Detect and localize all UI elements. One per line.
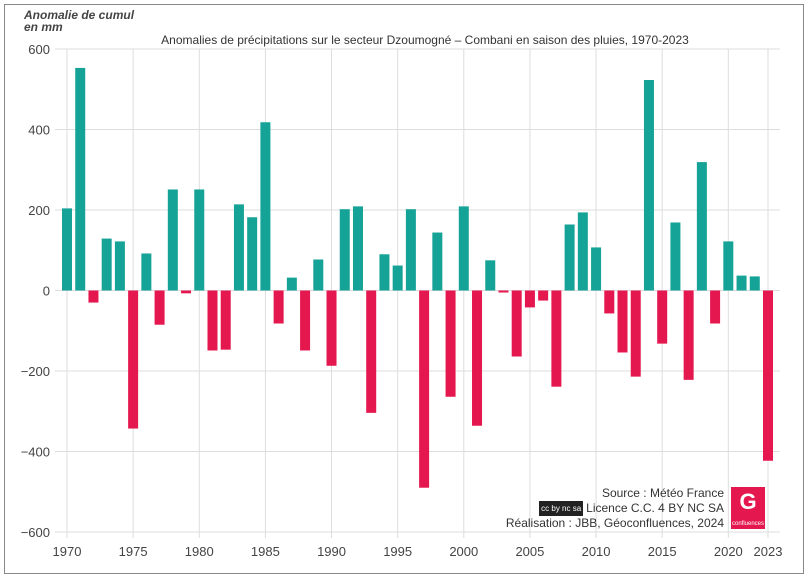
y-tick-label: 0 [43, 284, 50, 299]
bar-2013 [630, 290, 641, 377]
bar-1980 [194, 189, 205, 291]
x-tick-label: 2010 [582, 544, 611, 559]
bar-2002 [485, 260, 496, 291]
x-tick-label: 1970 [53, 544, 82, 559]
bar-1976 [141, 253, 152, 291]
bar-2003 [498, 290, 509, 293]
bar-2001 [472, 290, 483, 426]
bar-1971 [75, 67, 86, 291]
realisation-text: Réalisation : JBB, Géoconfluences, 2024 [505, 516, 724, 531]
y-tick-label: −400 [21, 445, 50, 460]
bar-1981 [207, 290, 218, 351]
bar-1992 [352, 206, 363, 291]
bar-2015 [657, 290, 668, 344]
bar-1991 [339, 209, 350, 291]
x-tick-label: 1975 [119, 544, 148, 559]
bar-1994 [379, 254, 390, 291]
bar-1985 [260, 122, 271, 291]
bar-2009 [577, 212, 588, 291]
bar-1973 [101, 238, 112, 291]
bar-2008 [564, 224, 575, 291]
chart-title: Anomalies de précipitations sur le secte… [161, 33, 689, 47]
bar-1990 [326, 290, 337, 366]
bar-1979 [181, 290, 192, 294]
bar-2010 [591, 247, 602, 291]
bar-1989 [313, 259, 324, 291]
x-tick-label: 1990 [317, 544, 346, 559]
bar-2005 [524, 290, 535, 308]
bar-1982 [220, 290, 231, 350]
bar-2023 [763, 290, 773, 461]
bar-2017 [683, 290, 694, 380]
y-tick-label: 600 [28, 42, 50, 57]
cc-license-icon: cc by nc sa [539, 501, 584, 517]
credits: Source : Météo France cc by nc sa Licence… [506, 486, 724, 531]
bar-1972 [88, 290, 99, 303]
bar-1984 [247, 217, 258, 291]
x-tick-label: 1980 [185, 544, 214, 559]
x-tick-label: 2000 [449, 544, 478, 559]
bar-2021 [736, 275, 747, 291]
bar-2007 [551, 290, 562, 387]
bar-2022 [749, 276, 760, 291]
bar-1999 [445, 290, 456, 397]
bar-1995 [392, 265, 403, 291]
bar-1977 [154, 290, 165, 325]
bar-2014 [643, 79, 654, 291]
bar-2004 [511, 290, 522, 357]
bar-1986 [273, 290, 284, 324]
x-tick-label: 2005 [515, 544, 544, 559]
x-tick-label: 2023 [754, 544, 783, 559]
bar-1988 [300, 290, 311, 351]
bar-2018 [696, 162, 707, 291]
y-axis-label-line1: Anomalie de cumul [24, 8, 135, 22]
bar-1997 [419, 290, 430, 488]
bar-2016 [670, 222, 681, 291]
y-axis-label-line2: en mm [24, 20, 63, 34]
x-tick-label: 2020 [714, 544, 743, 559]
bar-1987 [286, 277, 297, 291]
bar-1983 [233, 204, 244, 291]
bar-2020 [723, 241, 734, 291]
bar-2012 [617, 290, 628, 353]
bar-1974 [114, 241, 125, 291]
bar-1970 [62, 208, 72, 291]
x-tick-label: 2015 [648, 544, 677, 559]
bar-1978 [167, 189, 178, 291]
x-tick-label: 1995 [383, 544, 412, 559]
bar-1998 [432, 232, 443, 291]
bar-2011 [604, 290, 615, 314]
bar-2019 [710, 290, 721, 324]
bar-1996 [405, 209, 416, 291]
y-tick-label: −600 [21, 525, 50, 540]
licence-line: cc by nc sa Licence C.C. 4 BY NC SA [506, 501, 724, 517]
bar-2006 [538, 290, 549, 301]
y-tick-label: 200 [28, 203, 50, 218]
bar-1975 [128, 290, 139, 429]
y-tick-label: −200 [21, 364, 50, 379]
x-tick-label: 1985 [251, 544, 280, 559]
y-tick-label: 400 [28, 123, 50, 138]
bar-2000 [458, 206, 469, 291]
y-axis-label: Anomalie de cumul en mm [24, 9, 134, 33]
source-text: Source : Météo France [601, 486, 724, 500]
licence-text: Licence C.C. 4 BY NC SA [586, 501, 724, 515]
bar-1993 [366, 290, 377, 413]
